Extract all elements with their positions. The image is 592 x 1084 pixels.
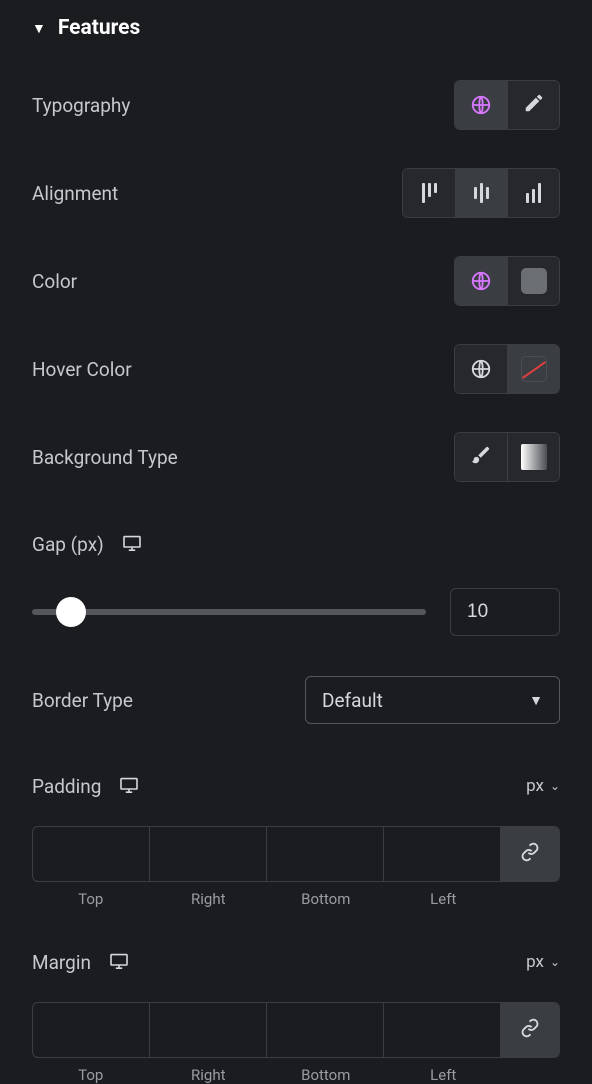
dim-label-bottom: Bottom — [267, 1066, 385, 1084]
background-gradient-button[interactable] — [507, 433, 559, 481]
border-type-value: Default — [322, 689, 383, 712]
chevron-down-icon: ⌄ — [550, 955, 560, 969]
brush-icon — [470, 444, 492, 471]
margin-header: Margin px ⌄ — [32, 938, 560, 986]
alignment-row: Alignment — [32, 168, 560, 218]
dim-label-top: Top — [32, 890, 150, 908]
dim-label-top: Top — [32, 1066, 150, 1084]
color-controls — [454, 256, 560, 306]
padding-bottom-input[interactable] — [267, 827, 384, 881]
align-right-button[interactable] — [507, 169, 559, 217]
padding-top-input[interactable] — [33, 827, 150, 881]
border-type-row: Border Type Default ▼ — [32, 676, 560, 724]
gap-label-text: Gap (px) — [32, 533, 104, 556]
chevron-down-icon: ⌄ — [550, 779, 560, 793]
globe-icon — [470, 270, 492, 292]
typography-label: Typography — [32, 94, 130, 117]
section-header[interactable]: ▼ Features — [32, 16, 560, 40]
margin-left-input[interactable] — [384, 1003, 501, 1057]
margin-unit-select[interactable]: px ⌄ — [526, 952, 560, 972]
link-icon — [520, 1018, 540, 1043]
gap-slider-row — [32, 588, 560, 636]
typography-controls — [454, 80, 560, 130]
gap-input[interactable] — [450, 588, 560, 636]
slider-thumb[interactable] — [56, 597, 86, 627]
hover-color-label: Hover Color — [32, 358, 132, 381]
background-type-controls — [454, 432, 560, 482]
margin-inputs — [32, 1002, 560, 1058]
margin-side-labels: Top Right Bottom Left — [32, 1066, 560, 1084]
border-type-select[interactable]: Default ▼ — [305, 676, 560, 724]
gap-slider[interactable] — [32, 609, 426, 615]
background-type-row: Background Type — [32, 432, 560, 482]
dim-label-right: Right — [150, 1066, 268, 1084]
spacer — [502, 1066, 560, 1084]
margin-unit-value: px — [526, 952, 544, 972]
desktop-icon[interactable] — [109, 951, 129, 974]
padding-link-button[interactable] — [501, 827, 559, 881]
color-swatch — [521, 268, 547, 294]
alignment-controls — [402, 168, 560, 218]
gradient-icon — [521, 444, 547, 470]
padding-unit-value: px — [526, 776, 544, 796]
margin-bottom-input[interactable] — [267, 1003, 384, 1057]
padding-label-text: Padding — [32, 775, 101, 798]
pencil-icon — [523, 92, 545, 119]
padding-group: Padding px ⌄ Top Right Bottom Left — [32, 762, 560, 908]
section-title: Features — [58, 16, 140, 40]
background-classic-button[interactable] — [455, 433, 507, 481]
align-center-button[interactable] — [455, 169, 507, 217]
padding-inputs — [32, 826, 560, 882]
padding-unit-select[interactable]: px ⌄ — [526, 776, 560, 796]
color-row: Color — [32, 256, 560, 306]
hover-color-swatch-button[interactable] — [507, 345, 559, 393]
padding-right-input[interactable] — [150, 827, 267, 881]
padding-side-labels: Top Right Bottom Left — [32, 890, 560, 908]
globe-icon — [470, 94, 492, 116]
caret-down-icon: ▼ — [32, 20, 46, 37]
typography-row: Typography — [32, 80, 560, 130]
desktop-icon[interactable] — [122, 533, 142, 556]
typography-edit-button[interactable] — [507, 81, 559, 129]
dim-label-bottom: Bottom — [267, 890, 385, 908]
margin-link-button[interactable] — [501, 1003, 559, 1057]
chevron-down-icon: ▼ — [529, 692, 543, 709]
alignment-label: Alignment — [32, 182, 118, 205]
gap-row-header: Gap (px) — [32, 520, 560, 568]
align-center-icon — [474, 183, 489, 203]
margin-group: Margin px ⌄ Top Right Bottom Left — [32, 938, 560, 1084]
gap-label: Gap (px) — [32, 533, 142, 556]
no-color-swatch — [521, 356, 547, 382]
typography-globe-button[interactable] — [455, 81, 507, 129]
dim-label-left: Left — [385, 890, 503, 908]
color-label: Color — [32, 270, 77, 293]
padding-label: Padding — [32, 775, 139, 798]
background-type-label: Background Type — [32, 446, 178, 469]
link-icon — [520, 842, 540, 867]
desktop-icon[interactable] — [119, 775, 139, 798]
globe-icon — [470, 358, 492, 380]
margin-label: Margin — [32, 951, 129, 974]
hover-color-controls — [454, 344, 560, 394]
hover-color-globe-button[interactable] — [455, 345, 507, 393]
padding-header: Padding px ⌄ — [32, 762, 560, 810]
margin-right-input[interactable] — [150, 1003, 267, 1057]
border-type-label: Border Type — [32, 689, 133, 712]
hover-color-row: Hover Color — [32, 344, 560, 394]
spacer — [502, 890, 560, 908]
margin-label-text: Margin — [32, 951, 91, 974]
color-globe-button[interactable] — [455, 257, 507, 305]
padding-left-input[interactable] — [384, 827, 501, 881]
dim-label-right: Right — [150, 890, 268, 908]
align-left-button[interactable] — [403, 169, 455, 217]
color-swatch-button[interactable] — [507, 257, 559, 305]
align-right-icon — [526, 183, 541, 203]
margin-top-input[interactable] — [33, 1003, 150, 1057]
align-left-icon — [422, 183, 437, 203]
dim-label-left: Left — [385, 1066, 503, 1084]
